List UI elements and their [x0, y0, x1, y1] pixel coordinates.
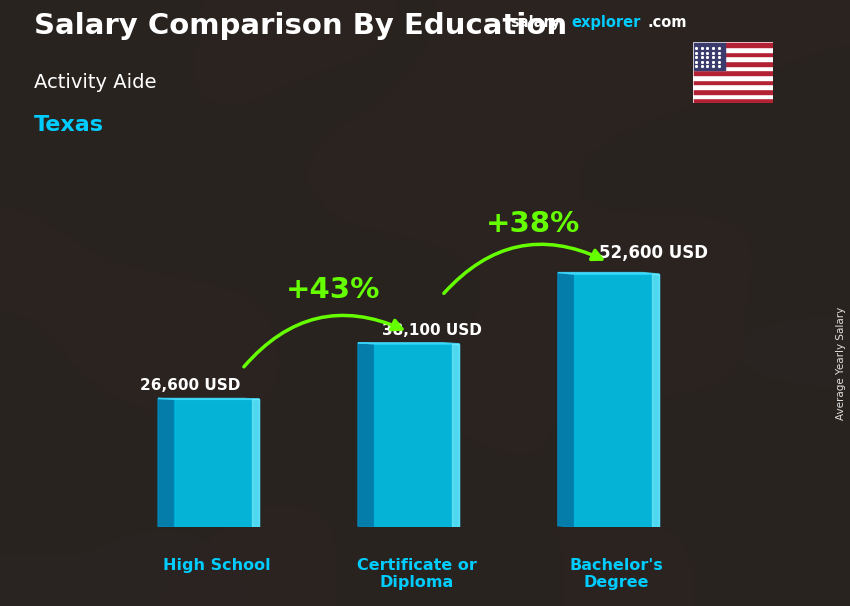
Polygon shape: [558, 273, 660, 274]
Polygon shape: [452, 344, 459, 527]
Bar: [693, 94, 774, 98]
Text: Average Yearly Salary: Average Yearly Salary: [836, 307, 846, 420]
Text: +43%: +43%: [286, 276, 381, 304]
Bar: [693, 56, 774, 61]
Polygon shape: [574, 274, 660, 527]
Polygon shape: [158, 398, 259, 399]
FancyArrowPatch shape: [244, 315, 402, 367]
Polygon shape: [358, 343, 374, 527]
Bar: [693, 84, 774, 89]
Bar: [693, 42, 774, 47]
Polygon shape: [252, 399, 259, 527]
Text: Bachelor's
Degree: Bachelor's Degree: [570, 558, 663, 590]
Text: +38%: +38%: [486, 210, 581, 238]
Text: 38,100 USD: 38,100 USD: [382, 323, 483, 338]
Polygon shape: [358, 343, 459, 344]
Text: .com: .com: [648, 15, 687, 30]
Bar: [693, 89, 774, 94]
Polygon shape: [374, 344, 459, 527]
Bar: [693, 75, 774, 80]
Bar: [693, 98, 774, 103]
Polygon shape: [652, 274, 660, 527]
Bar: [693, 47, 774, 52]
Text: Activity Aide: Activity Aide: [34, 73, 156, 92]
Bar: [693, 70, 774, 75]
Text: Salary Comparison By Education: Salary Comparison By Education: [34, 12, 567, 40]
FancyArrowPatch shape: [444, 244, 602, 293]
Polygon shape: [173, 399, 259, 527]
Text: Certificate or
Diploma: Certificate or Diploma: [356, 558, 477, 590]
Text: High School: High School: [162, 558, 270, 573]
Bar: [693, 61, 774, 65]
Bar: [693, 52, 774, 56]
Polygon shape: [158, 398, 173, 527]
Text: 26,600 USD: 26,600 USD: [140, 378, 241, 393]
Text: 52,600 USD: 52,600 USD: [599, 244, 708, 262]
Polygon shape: [558, 273, 574, 527]
Text: salary: salary: [510, 15, 560, 30]
Bar: [693, 42, 725, 70]
Text: explorer: explorer: [571, 15, 641, 30]
Bar: [693, 65, 774, 70]
Text: Texas: Texas: [34, 115, 104, 135]
Bar: [693, 80, 774, 84]
